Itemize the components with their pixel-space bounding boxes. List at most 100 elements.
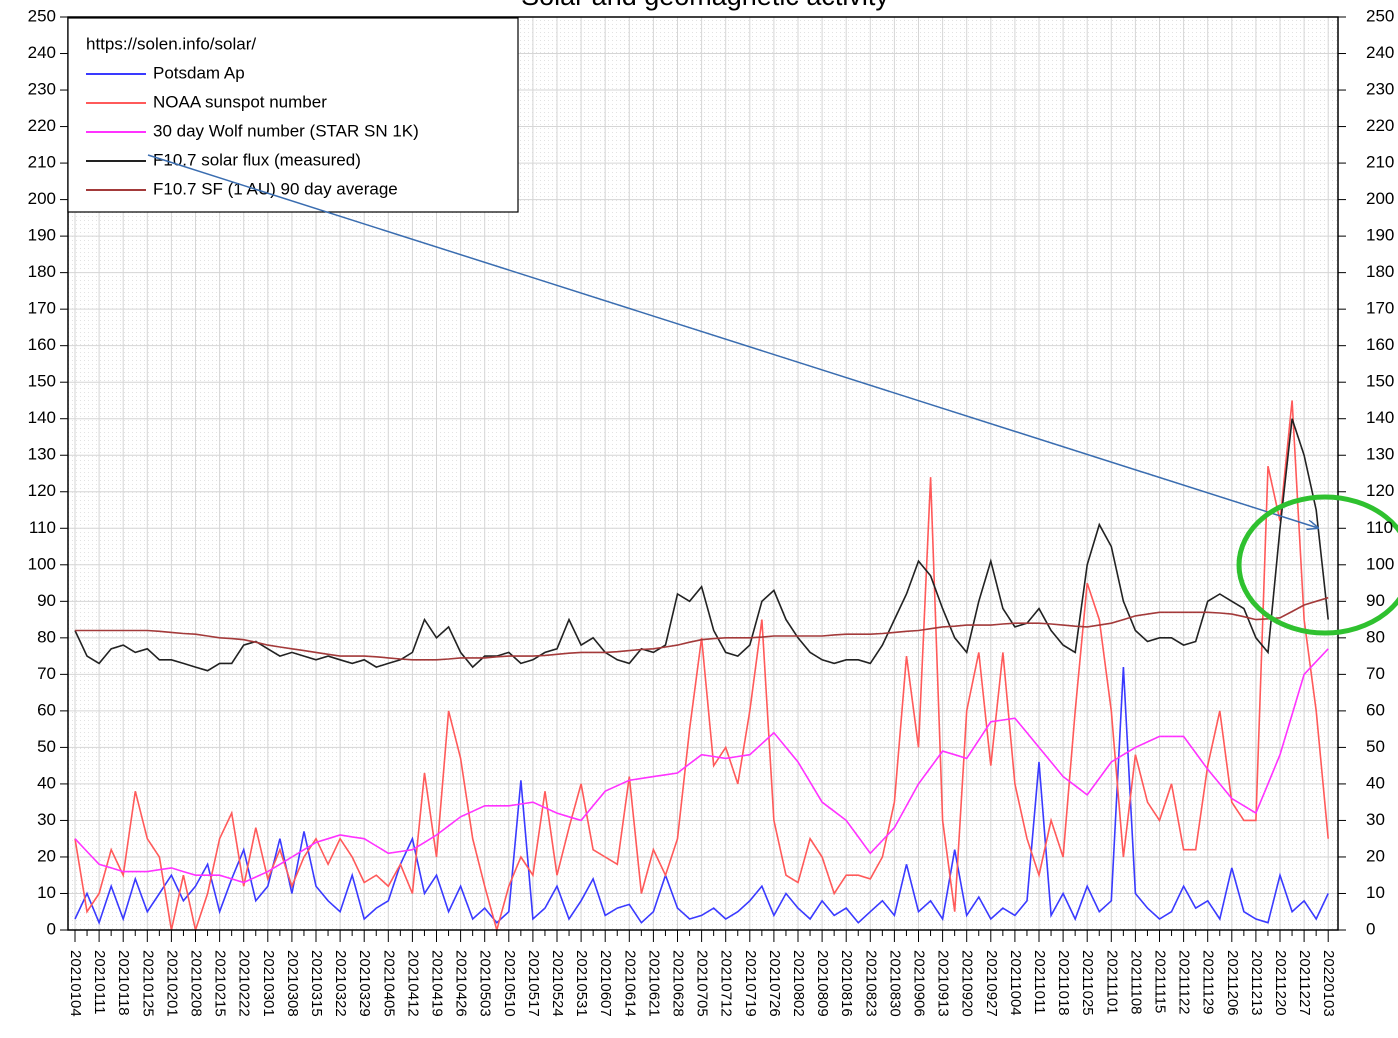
series-line [74,667,1329,925]
y2-tick-label: 130 [1366,445,1394,464]
y2-tick-label: 10 [1366,883,1385,902]
x-tick-label: 20210913 [935,950,952,1017]
y-tick-label: 30 [37,810,56,829]
y-tick-label: 230 [28,80,56,99]
lines [74,400,1329,934]
x-tick-label: 20210802 [790,950,807,1017]
x-tick-label: 20210628 [670,950,687,1017]
x-tick-label: 20210315 [308,950,325,1017]
chart-title: Solar and geomagnetic activity [521,0,889,11]
x-tick-label: 20210920 [959,950,976,1017]
y-tick-label: 250 [28,6,56,25]
grid [68,16,1338,931]
y2-tick-label: 140 [1366,408,1394,427]
x-tick-label: 20210531 [573,950,590,1017]
x-tick-label: 20210301 [260,950,277,1017]
x-tick-label: 20210719 [742,950,759,1017]
x-tick-label: 20210125 [139,950,156,1017]
y-tick-label: 90 [37,591,56,610]
x-tick-label: 20210712 [718,950,735,1017]
x-tick-label: 20210906 [911,950,928,1017]
x-tick-label: 20211227 [1296,950,1313,1016]
x-tick-label: 20211220 [1272,950,1289,1016]
series-line [75,596,1329,661]
x-tick-label: 20210215 [212,950,229,1017]
legend-title: https://solen.info/solar/ [86,34,256,53]
y2-tick-label: 170 [1366,299,1394,318]
x-tick-label: 20211025 [1079,950,1096,1016]
y2-tick-label: 230 [1366,80,1394,99]
y-tick-label: 180 [28,262,56,281]
y-tick-label: 160 [28,335,56,354]
legend-label: F10.7 SF (1 AU) 90 day average [153,179,398,198]
x-tick-label: 20211018 [1055,950,1072,1016]
legend-label: Potsdam Ap [153,63,245,82]
y-tick-label: 50 [37,737,56,756]
series-line [74,418,1329,672]
y-tick-label: 130 [28,445,56,464]
x-tick-label: 20210405 [380,950,397,1017]
y-tick-label: 10 [37,883,56,902]
y-tick-label: 150 [28,372,56,391]
y2-tick-label: 240 [1366,43,1394,62]
series-line [74,648,1329,884]
x-tick-label: 20210510 [501,950,518,1017]
y2-tick-label: 110 [1366,518,1393,537]
x-tick-label: 20210726 [766,950,783,1017]
x-tick-label: 20210118 [115,950,132,1016]
y2-tick-label: 80 [1366,627,1385,646]
annotation-circle [1236,494,1398,636]
x-tick-label: 20210104 [67,950,84,1017]
y2-tick-label: 30 [1366,810,1385,829]
y2-tick-label: 50 [1366,737,1385,756]
legend-label: F10.7 solar flux (measured) [153,150,361,169]
x-tick-label: 20210607 [597,950,614,1017]
y-tick-label: 140 [28,408,56,427]
y2-tick-label: 210 [1366,153,1394,172]
y-tick-label: 80 [37,627,56,646]
x-tick-label: 20210201 [163,950,180,1017]
legend: https://solen.info/solar/ Potsdam Ap NOAA… [67,17,519,213]
y2-tick-label: 0 [1366,919,1375,938]
y2-tick-label: 160 [1366,335,1394,354]
legend-box [67,17,519,213]
x-tick-label: 20210222 [236,950,253,1017]
y-tick-label: 100 [28,554,56,573]
x-tick-label: 20210705 [694,950,711,1017]
x-tick-label: 20210111 [91,950,108,1015]
y2-tick-label: 20 [1366,846,1385,865]
x-tick-label: 20210329 [356,950,373,1017]
y-tick-label: 200 [28,189,56,208]
x-tick-label: 20211129 [1200,950,1217,1015]
y2-tick-label: 40 [1366,773,1385,792]
x-tick-label: 20211101 [1103,950,1120,1015]
annotation-arrow [147,154,1318,528]
x-tick-label: 20210308 [284,950,301,1017]
y2-tick-label: 90 [1366,591,1385,610]
y2-tick-label: 180 [1366,262,1394,281]
y2-tick-label: 60 [1366,700,1385,719]
y2-tick-label: 200 [1366,189,1394,208]
y-tick-label: 170 [28,299,56,318]
y-tick-label: 0 [47,919,56,938]
x-tick-label: 20210503 [477,950,494,1017]
x-tick-label: 20210809 [814,950,831,1017]
x-tick-label: 20210412 [404,950,421,1017]
y-tick-label: 210 [28,153,56,172]
plot-frame [67,16,1339,931]
x-tick-label: 20211213 [1248,950,1265,1016]
y2-tick-label: 100 [1366,554,1394,573]
x-tick-label: 20210524 [549,950,566,1017]
y-tick-label: 40 [37,773,56,792]
y-tick-label: 70 [37,664,56,683]
y2-tick-label: 250 [1366,6,1394,25]
y-tick-label: 120 [28,481,56,500]
y-tick-label: 20 [37,846,56,865]
x-tick-label: 20211122 [1176,950,1193,1015]
x-tick-label: 20210322 [332,950,349,1017]
x-tick-label: 20211115 [1152,950,1169,1013]
y2-tick-label: 150 [1366,372,1394,391]
legend-items: Potsdam Ap NOAA sunspot number 30 day Wolf… [86,63,419,198]
x-tick-label: 20210830 [886,950,903,1017]
